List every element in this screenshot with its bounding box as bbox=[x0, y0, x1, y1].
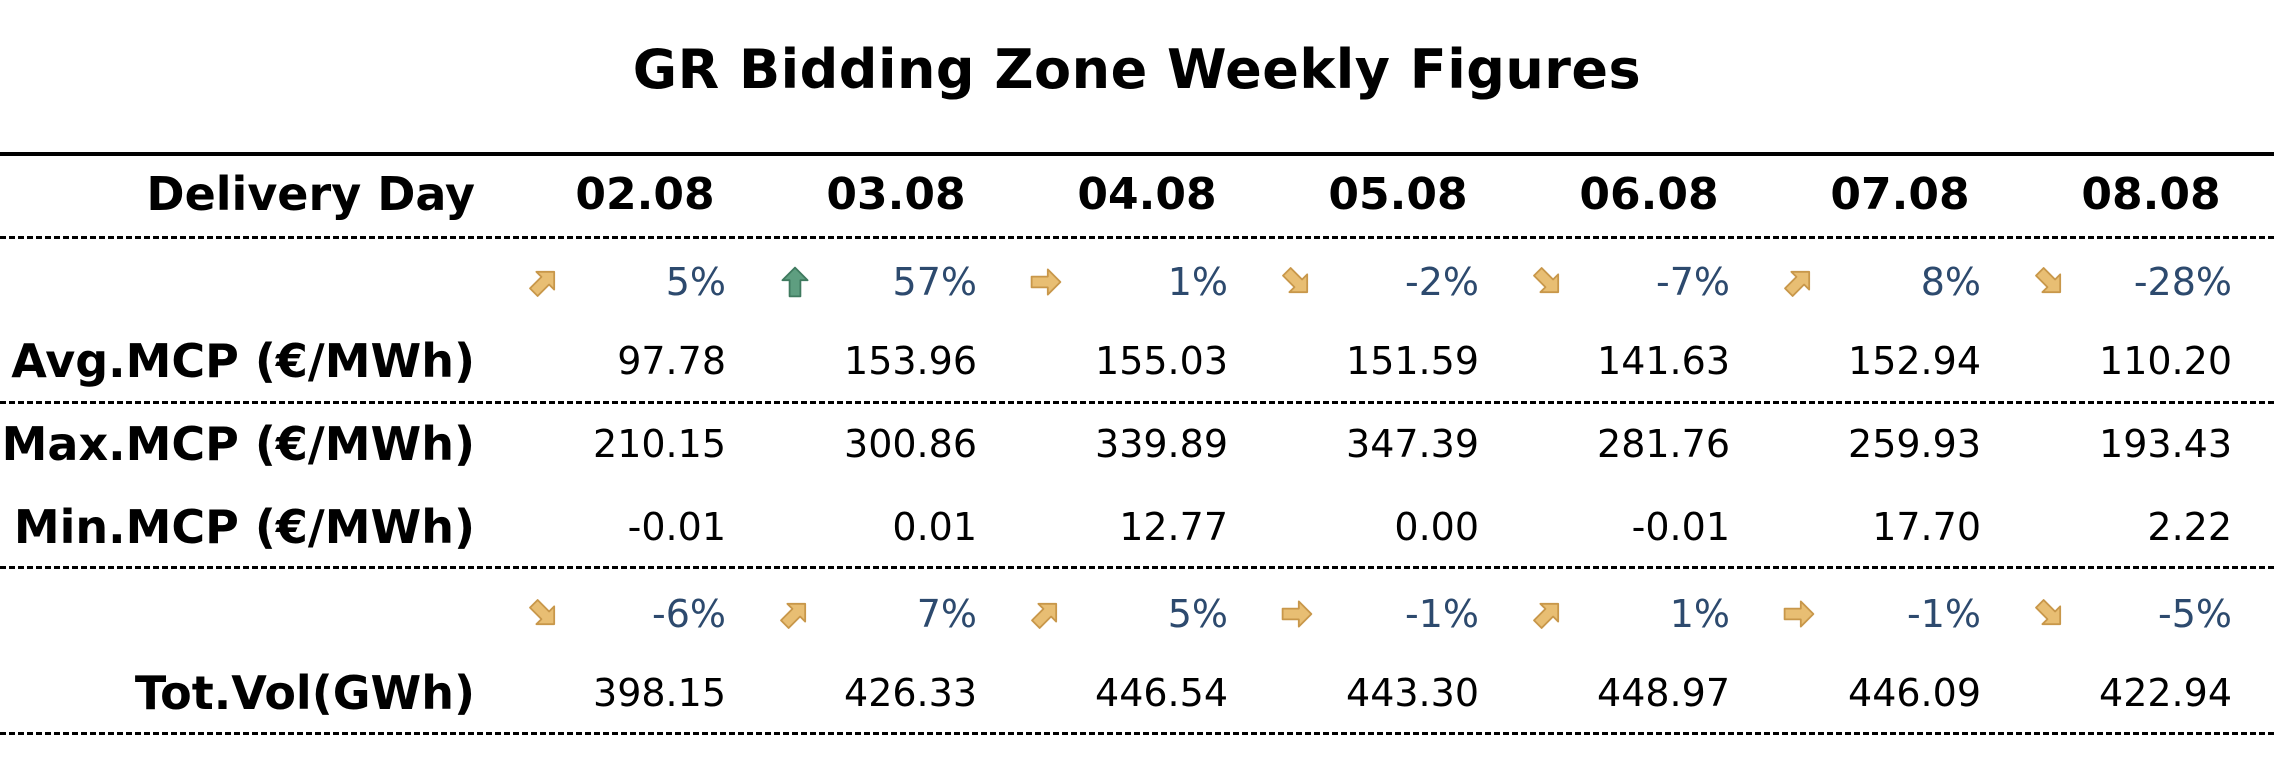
avg-divider bbox=[0, 401, 2274, 404]
arrow-up-right-icon bbox=[1779, 240, 1819, 323]
delivery-date: 02.08 bbox=[575, 168, 715, 220]
min-divider bbox=[0, 566, 2274, 569]
arrow-down-right-icon bbox=[524, 572, 564, 655]
table-cell: 422.94 bbox=[2099, 670, 2232, 715]
table-cell: 426.33 bbox=[844, 670, 977, 715]
max-mcp-label: Max.MCP (€/MWh) bbox=[1, 416, 475, 471]
table-bottom-divider bbox=[0, 732, 2274, 735]
max-mcp-row: Max.MCP (€/MWh) 210.15 300.86 339.89 347.39… bbox=[0, 402, 2274, 485]
delivery-date: 05.08 bbox=[1328, 168, 1468, 220]
table-cell: 0.00 bbox=[1394, 504, 1479, 549]
change-percent: -28% bbox=[2133, 259, 2232, 304]
table-cell: 152.94 bbox=[1848, 338, 1981, 383]
table-cell: 446.54 bbox=[1095, 670, 1228, 715]
table-cell: 347.39 bbox=[1346, 421, 1479, 466]
header-row: Delivery Day 02.08 03.08 04.08 05.08 06.08 07… bbox=[0, 152, 2274, 236]
table-cell: 17.70 bbox=[1872, 504, 1981, 549]
change-percent: -2% bbox=[1405, 259, 1479, 304]
change-percent: -5% bbox=[2158, 591, 2232, 636]
change-percent: -1% bbox=[1405, 591, 1479, 636]
arrow-up-right-icon bbox=[1528, 572, 1568, 655]
figures-table: Delivery Day 02.08 03.08 04.08 05.08 06.08 07… bbox=[0, 152, 2274, 735]
table-cell: 446.09 bbox=[1848, 670, 1981, 715]
vol-change-row: -6% 7% 5% -1% 1% -1% -5% bbox=[0, 572, 2274, 655]
avg-mcp-row: Avg.MCP (€/MWh) 97.78 153.96 155.03 151.59 1… bbox=[0, 319, 2274, 402]
table-cell: 339.89 bbox=[1095, 421, 1228, 466]
change-percent: 57% bbox=[892, 259, 977, 304]
arrow-down-right-icon bbox=[1277, 240, 1317, 323]
delivery-date: 04.08 bbox=[1077, 168, 1217, 220]
arrow-down-right-icon bbox=[2030, 572, 2070, 655]
delivery-day-label: Delivery Day bbox=[146, 167, 475, 221]
min-mcp-row: Min.MCP (€/MWh) -0.01 0.01 12.77 0.00 -0.01 1… bbox=[0, 485, 2274, 568]
arrow-up-right-icon bbox=[524, 240, 564, 323]
table-cell: 2.22 bbox=[2147, 504, 2232, 549]
table-cell: -0.01 bbox=[1631, 504, 1730, 549]
tot-vol-row: Tot.Vol(GWh) 398.15 426.33 446.54 443.30 448… bbox=[0, 651, 2274, 734]
table-cell: 141.63 bbox=[1597, 338, 1730, 383]
table-top-border bbox=[0, 152, 2274, 156]
table-cell: 448.97 bbox=[1597, 670, 1730, 715]
table-cell: 193.43 bbox=[2099, 421, 2232, 466]
delivery-date: 07.08 bbox=[1830, 168, 1970, 220]
mcp-change-row: 5% 57% 1% -2% -7% 8% -28% bbox=[0, 240, 2274, 323]
change-percent: -7% bbox=[1656, 259, 1730, 304]
avg-mcp-label: Avg.MCP (€/MWh) bbox=[11, 333, 475, 388]
table-cell: 259.93 bbox=[1848, 421, 1981, 466]
change-percent: 1% bbox=[1669, 591, 1730, 636]
table-cell: 153.96 bbox=[844, 338, 977, 383]
table-cell: 110.20 bbox=[2099, 338, 2232, 383]
tot-vol-label: Tot.Vol(GWh) bbox=[134, 665, 475, 720]
table-cell: 97.78 bbox=[617, 338, 726, 383]
table-cell: 281.76 bbox=[1597, 421, 1730, 466]
change-percent: 7% bbox=[916, 591, 977, 636]
change-percent: 1% bbox=[1167, 259, 1228, 304]
table-cell: 443.30 bbox=[1346, 670, 1479, 715]
delivery-date: 08.08 bbox=[2081, 168, 2221, 220]
arrow-up-right-icon bbox=[775, 572, 815, 655]
page-title: GR Bidding Zone Weekly Figures bbox=[632, 38, 1642, 101]
arrow-up-right-icon bbox=[1026, 572, 1066, 655]
header-divider bbox=[0, 236, 2274, 239]
change-percent: 5% bbox=[665, 259, 726, 304]
arrow-right-icon bbox=[1026, 240, 1066, 323]
change-percent: 5% bbox=[1167, 591, 1228, 636]
arrow-right-icon bbox=[1779, 572, 1819, 655]
table-cell: -0.01 bbox=[627, 504, 726, 549]
table-cell: 151.59 bbox=[1346, 338, 1479, 383]
arrow-right-icon bbox=[1277, 572, 1317, 655]
table-cell: 155.03 bbox=[1095, 338, 1228, 383]
table-cell: 0.01 bbox=[892, 504, 977, 549]
delivery-date: 03.08 bbox=[826, 168, 966, 220]
change-percent: -1% bbox=[1907, 591, 1981, 636]
table-cell: 210.15 bbox=[593, 421, 726, 466]
arrow-up-icon bbox=[775, 240, 815, 323]
min-mcp-label: Min.MCP (€/MWh) bbox=[13, 499, 475, 554]
delivery-date: 06.08 bbox=[1579, 168, 1719, 220]
change-percent: -6% bbox=[652, 591, 726, 636]
table-cell: 300.86 bbox=[844, 421, 977, 466]
arrow-down-right-icon bbox=[2030, 240, 2070, 323]
table-cell: 398.15 bbox=[593, 670, 726, 715]
table-cell: 12.77 bbox=[1119, 504, 1228, 549]
change-percent: 8% bbox=[1920, 259, 1981, 304]
arrow-down-right-icon bbox=[1528, 240, 1568, 323]
